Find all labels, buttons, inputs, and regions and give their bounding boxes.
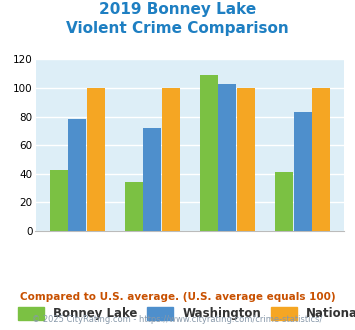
Bar bbox=[275, 172, 293, 231]
Bar bbox=[200, 75, 218, 231]
Bar bbox=[68, 119, 86, 231]
Bar bbox=[50, 170, 67, 231]
Bar bbox=[218, 84, 236, 231]
Bar bbox=[237, 88, 255, 231]
Text: Violent Crime Comparison: Violent Crime Comparison bbox=[66, 21, 289, 36]
Bar bbox=[162, 88, 180, 231]
Bar bbox=[87, 88, 105, 231]
Text: © 2025 CityRating.com - https://www.cityrating.com/crime-statistics/: © 2025 CityRating.com - https://www.city… bbox=[32, 315, 323, 324]
Text: Compared to U.S. average. (U.S. average equals 100): Compared to U.S. average. (U.S. average … bbox=[20, 292, 335, 302]
Bar bbox=[312, 88, 330, 231]
Bar bbox=[125, 182, 143, 231]
Bar bbox=[294, 112, 312, 231]
Text: 2019 Bonney Lake: 2019 Bonney Lake bbox=[99, 2, 256, 16]
Bar bbox=[143, 128, 162, 231]
Legend: Bonney Lake, Washington, National: Bonney Lake, Washington, National bbox=[13, 302, 355, 325]
